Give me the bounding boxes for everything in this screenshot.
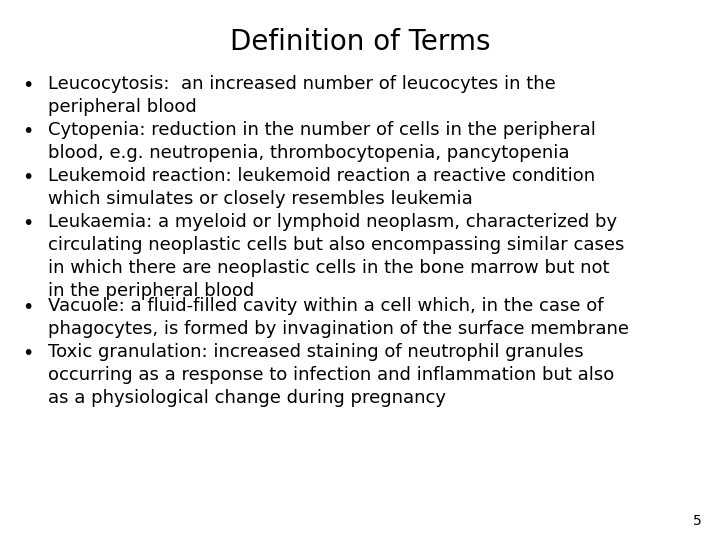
Text: •: •	[22, 122, 34, 141]
Text: •: •	[22, 298, 34, 317]
Text: Toxic granulation: increased staining of neutrophil granules
occurring as a resp: Toxic granulation: increased staining of…	[48, 343, 614, 407]
Text: 5: 5	[693, 514, 702, 528]
Text: Definition of Terms: Definition of Terms	[230, 28, 490, 56]
Text: Cytopenia: reduction in the number of cells in the peripheral
blood, e.g. neutro: Cytopenia: reduction in the number of ce…	[48, 121, 596, 162]
Text: Leukaemia: a myeloid or lymphoid neoplasm, characterized by
circulating neoplast: Leukaemia: a myeloid or lymphoid neoplas…	[48, 213, 624, 300]
Text: Leucocytosis:  an increased number of leucocytes in the
peripheral blood: Leucocytosis: an increased number of leu…	[48, 75, 556, 116]
Text: Vacuole: a fluid-filled cavity within a cell which, in the case of
phagocytes, i: Vacuole: a fluid-filled cavity within a …	[48, 297, 629, 338]
Text: •: •	[22, 344, 34, 363]
Text: •: •	[22, 76, 34, 95]
Text: •: •	[22, 168, 34, 187]
Text: •: •	[22, 214, 34, 233]
Text: Leukemoid reaction: leukemoid reaction a reactive condition
which simulates or c: Leukemoid reaction: leukemoid reaction a…	[48, 167, 595, 208]
